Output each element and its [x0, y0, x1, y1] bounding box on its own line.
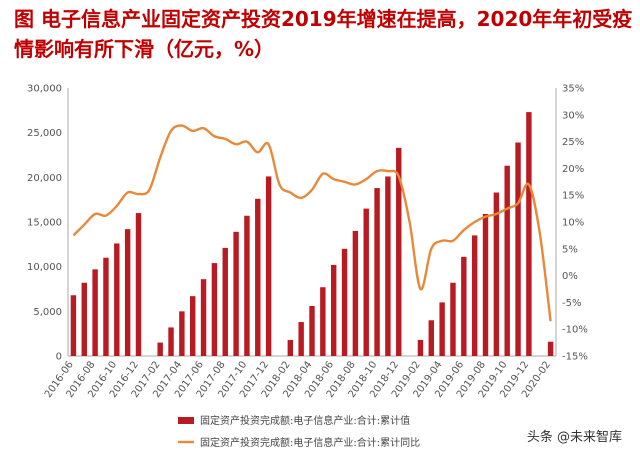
- bar: [341, 248, 348, 356]
- chart-title: 图 电子信息产业固定资产投资2019年增速在提高，2020年年初受疫情影响有所下…: [14, 7, 633, 61]
- bar: [92, 269, 98, 356]
- bar: [255, 198, 261, 356]
- bar: [363, 208, 369, 356]
- bar: [396, 147, 402, 356]
- legend-bar-label: 固定资产投资完成额:电子信息产业:合计:累计值: [200, 414, 410, 427]
- bar: [526, 112, 532, 357]
- legend-line-label: 固定资产投资完成额:电子信息产业:合计:累计同比: [200, 436, 420, 449]
- y-left-tick-label: 10,000: [27, 262, 62, 273]
- bar: [124, 229, 131, 356]
- legend-bar-swatch: [178, 417, 194, 424]
- bar: [157, 342, 163, 356]
- y-right-tick-label: 30%: [562, 110, 584, 121]
- y-right-tick-label: 20%: [562, 164, 584, 175]
- y-right-tick-label: 35%: [562, 84, 584, 95]
- y-right-tick-label: 5%: [562, 244, 578, 255]
- y-right-tick-label: 0%: [562, 271, 578, 282]
- bar: [330, 264, 337, 356]
- bar: [471, 235, 478, 356]
- y-left-tick-label: 25,000: [27, 128, 62, 139]
- bar: [504, 165, 510, 356]
- bar: [211, 263, 218, 356]
- y-right-tick-label: 15%: [562, 191, 584, 202]
- bar: [352, 230, 359, 356]
- y-right-ticks: -15% -10% -5% 0% 5% 10% 15% 20% 25% 30% 35%: [562, 84, 588, 363]
- bar: [417, 339, 424, 356]
- y-left-tick-label: 5,000: [33, 307, 62, 318]
- legend: 固定资产投资完成额:电子信息产业:合计:累计值 固定资产投资完成额:电子信息产业…: [178, 414, 420, 449]
- bar: [190, 296, 196, 356]
- y-right-tick-label: -15%: [562, 352, 588, 363]
- bar: [374, 188, 380, 356]
- bar: [320, 287, 326, 356]
- bar: [70, 295, 77, 356]
- bar-series: [70, 112, 554, 357]
- bar: [461, 256, 467, 356]
- bar: [200, 279, 207, 356]
- bar: [428, 320, 434, 356]
- y-left-tick-label: 15,000: [27, 218, 62, 229]
- y-right-tick-label: 10%: [562, 218, 584, 229]
- watermark: 头条 @未来智库: [520, 424, 628, 447]
- line-series: [72, 124, 552, 322]
- y-right-tick-label: -5%: [562, 298, 581, 309]
- bar: [298, 322, 304, 356]
- bar: [309, 305, 315, 356]
- bar: [135, 213, 142, 356]
- bar: [179, 311, 185, 356]
- bar: [81, 282, 87, 356]
- y-left-tick-label: 20,000: [27, 173, 62, 184]
- bar: [244, 215, 250, 356]
- bar: [439, 302, 445, 356]
- bar: [385, 176, 391, 356]
- bar: [515, 142, 521, 356]
- y-left-ticks: 0 5,000 10,000 15,000 20,000 25,000 30,000: [27, 84, 62, 363]
- bar: [265, 176, 272, 356]
- y-left-tick-label: 30,000: [27, 84, 62, 95]
- bar: [222, 247, 228, 356]
- y-left-tick-label: 0: [56, 352, 62, 363]
- bar: [103, 257, 109, 356]
- x-ticks: 2016-062016-082016-102016-122017-022017-…: [43, 359, 553, 400]
- y-right-tick-label: 25%: [562, 137, 584, 148]
- bar: [450, 282, 456, 356]
- yoy-growth-line: [72, 124, 552, 322]
- bar: [168, 327, 174, 356]
- bar: [493, 192, 500, 356]
- bar: [482, 213, 489, 356]
- bar: [547, 341, 554, 356]
- bar: [233, 231, 239, 356]
- bar: [287, 339, 294, 356]
- bar: [114, 243, 120, 356]
- y-right-tick-label: -10%: [562, 325, 588, 336]
